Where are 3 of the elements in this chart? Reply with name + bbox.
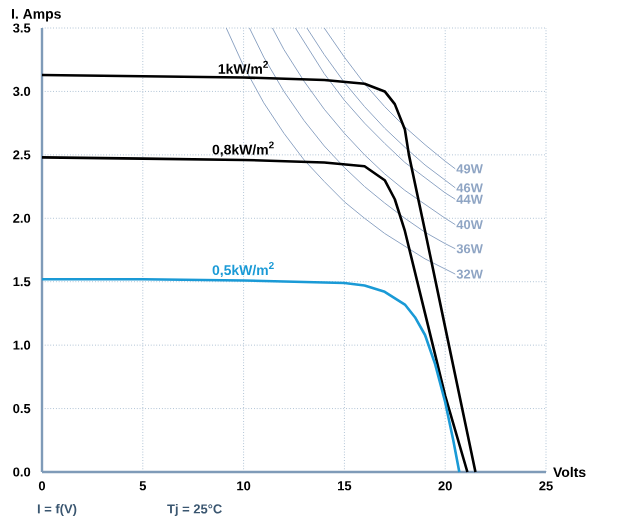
line-series [40, 277, 461, 474]
line-series [271, 27, 456, 226]
line-series [323, 27, 456, 170]
